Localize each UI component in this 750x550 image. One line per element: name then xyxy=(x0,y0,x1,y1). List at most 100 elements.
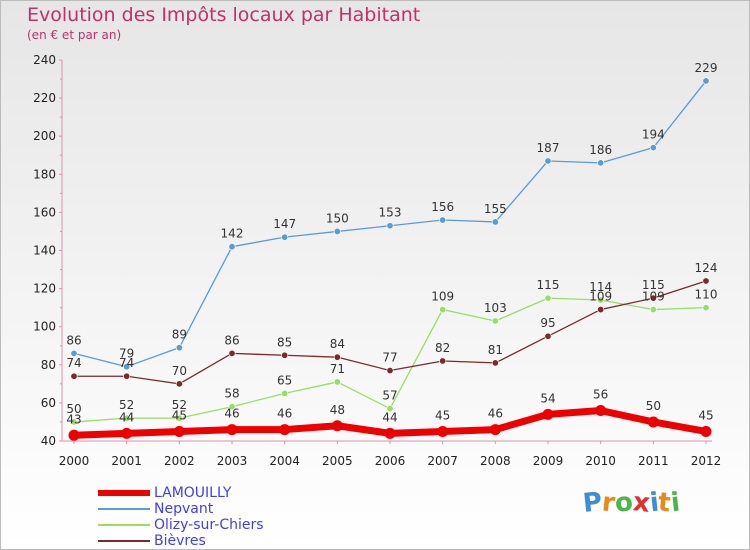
data-label: 45 xyxy=(435,408,450,422)
x-tick-label: 2005 xyxy=(322,454,353,468)
data-point xyxy=(439,357,447,365)
data-point xyxy=(175,344,183,352)
data-label: 110 xyxy=(695,288,718,302)
data-point xyxy=(439,306,447,314)
data-point xyxy=(281,233,289,241)
series-olizy-sur-chiers xyxy=(70,294,710,426)
data-label: 109 xyxy=(589,290,612,304)
y-tick-label: 80 xyxy=(41,358,56,372)
data-point xyxy=(700,425,712,437)
axes: 40 60 80 100 120 140 160 180 200 220 240 2000 2001 20… xyxy=(33,53,721,468)
data-label: 56 xyxy=(593,388,608,402)
data-label: 229 xyxy=(695,61,718,75)
data-point xyxy=(333,353,341,361)
data-point xyxy=(281,351,289,359)
data-point xyxy=(597,296,605,304)
data-label: 57 xyxy=(382,389,397,403)
data-labels: 86 79 89 142 147 150 153 156 155 187 186 194 229 50 52… xyxy=(66,61,717,426)
y-tick-label: 160 xyxy=(33,205,56,219)
data-point xyxy=(226,424,238,436)
data-label: 52 xyxy=(172,398,187,412)
data-point xyxy=(279,424,291,436)
x-tick-label: 2009 xyxy=(533,454,564,468)
data-label: 45 xyxy=(172,408,187,422)
data-label: 155 xyxy=(484,202,507,216)
data-label: 44 xyxy=(382,410,397,424)
data-label: 86 xyxy=(66,333,81,347)
data-label: 194 xyxy=(642,128,665,142)
data-point xyxy=(491,317,499,325)
data-label: 187 xyxy=(537,141,560,155)
data-point xyxy=(228,243,236,251)
data-label: 58 xyxy=(224,387,239,401)
data-label: 74 xyxy=(119,356,134,370)
data-point xyxy=(123,372,131,380)
data-point xyxy=(123,414,131,422)
data-point xyxy=(491,359,499,367)
x-tick-label: 2011 xyxy=(638,454,669,468)
x-tick-label: 2007 xyxy=(427,454,458,468)
data-point xyxy=(649,144,657,152)
chart-subtitle: (en € et par an) xyxy=(27,28,122,42)
series-layer xyxy=(68,77,712,441)
data-label: 86 xyxy=(224,333,239,347)
y-tick-label: 60 xyxy=(41,396,56,410)
y-tick-label: 120 xyxy=(33,282,56,296)
data-label: 114 xyxy=(589,280,612,294)
data-label: 65 xyxy=(277,373,292,387)
x-tick-label: 2003 xyxy=(217,454,248,468)
data-point xyxy=(386,405,394,413)
legend-swatch-nepvant xyxy=(98,508,150,510)
data-label: 85 xyxy=(277,335,292,349)
y-tick-label: 220 xyxy=(33,91,56,105)
data-point xyxy=(491,218,499,226)
legend-label-lamouilly: LAMOUILLY xyxy=(154,485,232,501)
data-point xyxy=(489,424,501,436)
data-label: 109 xyxy=(642,290,665,304)
chart-title: Evolution des Impôts locaux par Habitant xyxy=(27,4,421,26)
data-point xyxy=(70,418,78,426)
data-label: 186 xyxy=(589,143,612,157)
data-point xyxy=(597,159,605,167)
data-point xyxy=(647,416,659,428)
series-lamouilly xyxy=(68,405,712,441)
data-label: 81 xyxy=(488,343,503,357)
legend-label-bievres: Bièvres xyxy=(154,533,206,549)
x-tick-label: 2001 xyxy=(111,454,142,468)
x-tick-label: 2004 xyxy=(269,454,300,468)
data-point xyxy=(384,427,396,439)
data-point xyxy=(544,294,552,302)
data-label: 46 xyxy=(224,407,239,421)
data-point xyxy=(281,389,289,397)
data-point xyxy=(70,372,78,380)
data-point xyxy=(123,363,131,371)
data-label: 46 xyxy=(277,407,292,421)
data-point xyxy=(542,408,554,420)
data-label: 70 xyxy=(172,364,187,378)
data-label: 153 xyxy=(379,206,402,220)
data-point xyxy=(437,425,449,437)
data-point xyxy=(597,306,605,314)
data-point xyxy=(68,429,80,441)
y-tick-label: 200 xyxy=(33,129,56,143)
data-point xyxy=(121,427,133,439)
data-label: 103 xyxy=(484,301,507,315)
data-label: 50 xyxy=(646,399,661,413)
data-label: 54 xyxy=(540,391,555,405)
data-point xyxy=(228,349,236,357)
x-tick-label: 2006 xyxy=(375,454,406,468)
data-label: 124 xyxy=(695,261,718,275)
legend-swatch-olizy xyxy=(98,524,150,526)
data-label: 115 xyxy=(537,278,560,292)
data-point xyxy=(702,304,710,312)
data-point xyxy=(702,277,710,285)
data-point xyxy=(173,425,185,437)
data-label: 44 xyxy=(119,410,134,424)
y-tick-label: 40 xyxy=(41,434,56,448)
data-label: 84 xyxy=(330,337,345,351)
x-tick-label: 2000 xyxy=(59,454,90,468)
x-tick-label: 2012 xyxy=(691,454,722,468)
data-point xyxy=(702,77,710,85)
series-bièvres xyxy=(70,277,710,388)
